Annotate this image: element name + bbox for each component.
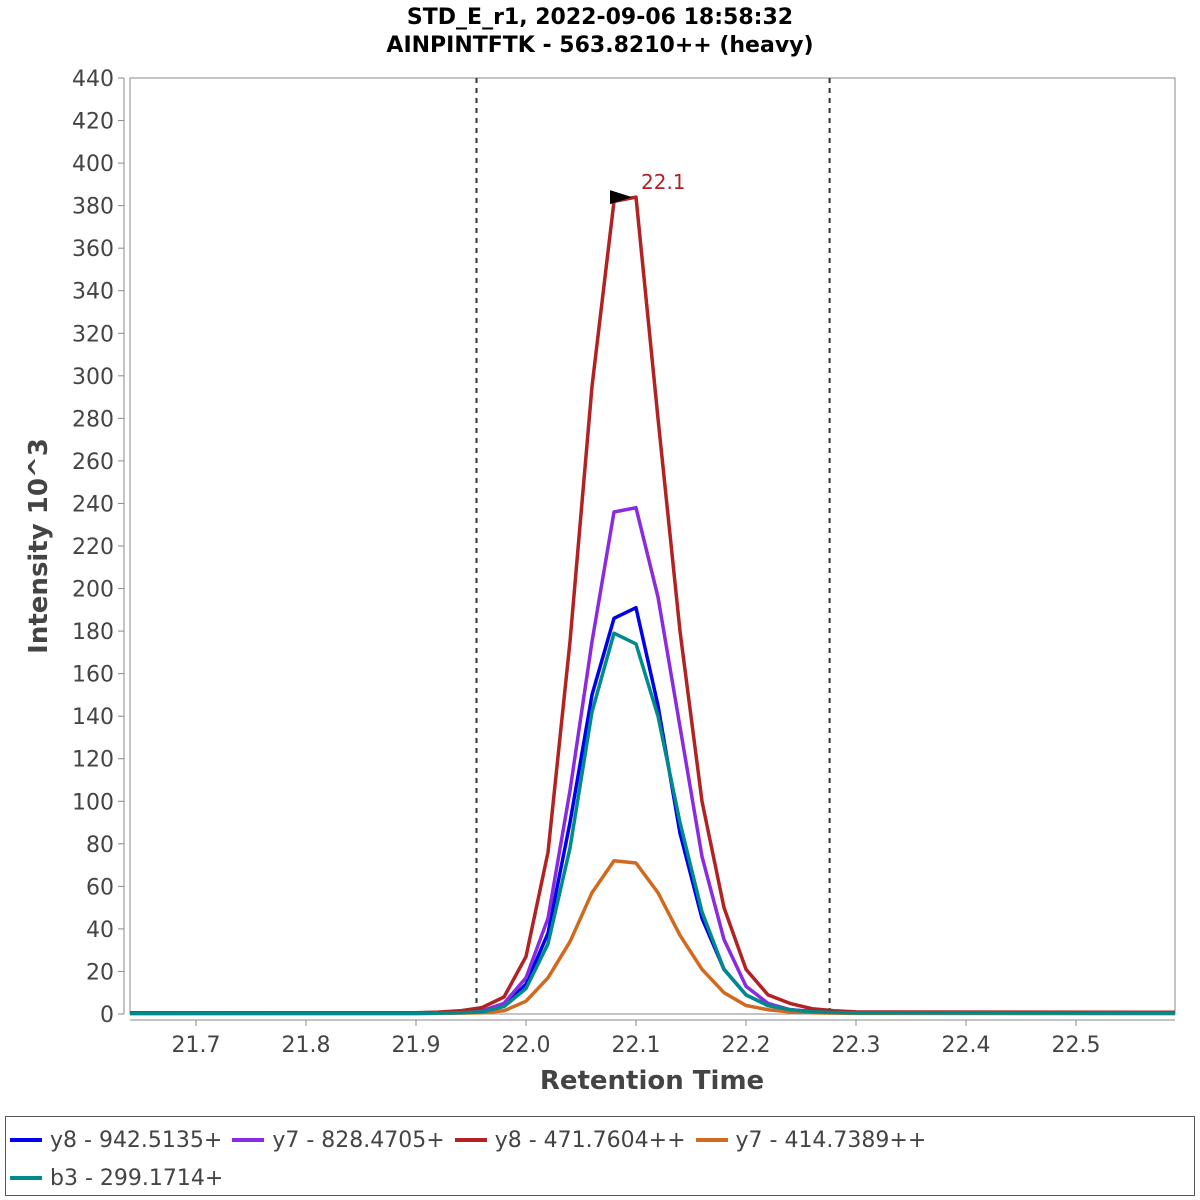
y-tick-label: 40 bbox=[86, 918, 114, 943]
peak-marker bbox=[610, 190, 632, 205]
y-tick-label: 140 bbox=[72, 705, 114, 730]
legend-swatch bbox=[454, 1138, 487, 1142]
y-tick-label: 160 bbox=[72, 663, 114, 688]
x-axis-label: Retention Time bbox=[540, 1066, 764, 1096]
x-tick-label: 22.0 bbox=[502, 1033, 551, 1058]
y-tick-label: 0 bbox=[100, 1003, 114, 1028]
legend-item: y8 - 942.5135+ bbox=[10, 1121, 222, 1159]
y-tick-label: 180 bbox=[72, 620, 114, 645]
y-tick-label: 200 bbox=[72, 578, 114, 603]
legend-item: y7 - 414.7389++ bbox=[695, 1121, 927, 1159]
y-tick-label: 400 bbox=[72, 152, 114, 177]
legend-label: y7 - 828.4705+ bbox=[272, 1127, 445, 1153]
peak-label: 22.1 bbox=[641, 170, 686, 194]
y-axis-label: Intensity 10^3 bbox=[24, 438, 54, 654]
legend-item: y7 - 828.4705+ bbox=[232, 1121, 445, 1159]
legend-label: y8 - 471.7604++ bbox=[494, 1127, 686, 1153]
y-tick-label: 260 bbox=[72, 450, 114, 475]
y-tick-label: 440 bbox=[72, 67, 114, 92]
y-tick-label: 60 bbox=[86, 875, 114, 900]
y-tick-label: 280 bbox=[72, 407, 114, 432]
plot-area-border bbox=[129, 77, 1176, 1015]
legend-swatch bbox=[10, 1176, 42, 1180]
y-tick-label: 120 bbox=[72, 748, 114, 773]
y-tick-label: 240 bbox=[72, 492, 114, 517]
legend-swatch bbox=[695, 1138, 728, 1142]
legend-swatch bbox=[10, 1138, 42, 1142]
series-line bbox=[130, 631, 1176, 1016]
y-tick-label: 420 bbox=[72, 110, 114, 135]
series-line bbox=[130, 605, 1176, 1015]
legend-swatch bbox=[232, 1138, 265, 1142]
y-tick-label: 80 bbox=[86, 833, 114, 858]
legend-label: y7 - 414.7389++ bbox=[735, 1127, 927, 1153]
chart-title: STD_E_r1, 2022-09-06 18:58:32 bbox=[407, 5, 793, 30]
x-tick-label: 22.5 bbox=[1052, 1033, 1101, 1058]
x-tick-label: 22.2 bbox=[722, 1033, 771, 1058]
series-line bbox=[130, 859, 1176, 1016]
chart-subtitle: AINPINTFTK - 563.8210++ (heavy) bbox=[386, 33, 813, 58]
legend-item: b3 - 299.1714+ bbox=[10, 1159, 223, 1197]
legend-label: b3 - 299.1714+ bbox=[50, 1165, 224, 1191]
y-tick-label: 300 bbox=[72, 365, 114, 390]
y-tick-label: 360 bbox=[72, 237, 114, 262]
legend-label: y8 - 942.5135+ bbox=[50, 1127, 223, 1153]
series-line bbox=[129, 195, 1176, 1015]
x-tick-label: 21.9 bbox=[392, 1033, 441, 1058]
x-axis: 21.7 21.8 21.9 22.0 22.1 22.2 22.3 22.4 22.5 bbox=[130, 1019, 1175, 1058]
x-tick-label: 21.7 bbox=[172, 1033, 221, 1058]
y-axis: 0 20 40 60 80 100 120 140 160 180 200 220 240 260 280 3… bbox=[72, 67, 125, 1028]
y-tick-label: 380 bbox=[72, 195, 114, 220]
y-tick-label: 340 bbox=[72, 280, 114, 305]
legend: y8 - 942.5135+ y7 - 828.4705+ y8 - 471.760… bbox=[5, 1116, 1195, 1196]
y-tick-label: 20 bbox=[86, 960, 114, 985]
chromatogram-chart: STD_E_r1, 2022-09-06 18:58:32 AINPINTFTK… bbox=[24, 5, 1176, 1096]
series-line bbox=[129, 505, 1176, 1016]
y-tick-label: 220 bbox=[72, 535, 114, 560]
x-tick-label: 22.4 bbox=[942, 1033, 991, 1058]
x-tick-label: 22.1 bbox=[612, 1033, 661, 1058]
y-tick-label: 100 bbox=[72, 790, 114, 815]
y-tick-label: 320 bbox=[72, 322, 114, 347]
legend-item: y8 - 471.7604++ bbox=[454, 1121, 686, 1159]
x-tick-label: 22.3 bbox=[832, 1033, 881, 1058]
peak-annotation: 22.1 bbox=[610, 170, 686, 205]
series-lines bbox=[129, 195, 1176, 1016]
x-tick-label: 21.8 bbox=[282, 1033, 331, 1058]
integration-boundaries bbox=[475, 78, 831, 1014]
